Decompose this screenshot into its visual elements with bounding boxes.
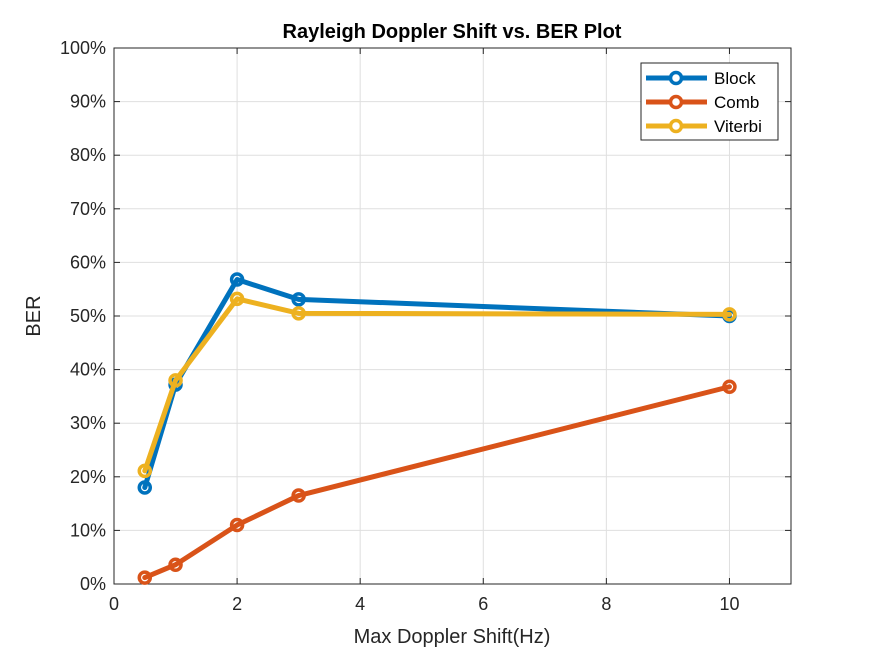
x-axis-label: Max Doppler Shift(Hz) xyxy=(354,626,551,648)
data-point-comb xyxy=(137,570,153,585)
series-line-comb xyxy=(142,384,732,581)
y-tick-label: 20% xyxy=(70,467,106,487)
legend: Block Comb Viterbi xyxy=(640,62,779,141)
y-tick-label: 30% xyxy=(70,413,106,433)
data-point-block xyxy=(229,272,245,287)
y-axis-label: BER xyxy=(23,295,45,336)
y-tick-label: 10% xyxy=(70,520,106,540)
legend-label: Block xyxy=(714,69,756,88)
series-line-viterbi xyxy=(142,296,732,474)
y-tick-label: 60% xyxy=(70,252,106,272)
chart-title: Rayleigh Doppler Shift vs. BER Plot xyxy=(283,21,622,43)
data-point-block xyxy=(291,292,306,307)
tick-labels: 0% 10% 20% 30% 40% 50% 60% 70% 80% 90% 100% 0 2 4 6 8 10 xyxy=(60,38,740,614)
x-tick-label: 0 xyxy=(109,594,119,614)
data-point-viterbi xyxy=(722,307,737,322)
y-tick-label: 100% xyxy=(60,38,106,58)
legend-label: Comb xyxy=(714,93,759,112)
y-tick-label: 90% xyxy=(70,92,106,112)
x-tick-label: 6 xyxy=(478,594,488,614)
series-group xyxy=(137,272,737,585)
y-tick-label: 40% xyxy=(70,360,106,380)
data-point-viterbi xyxy=(229,291,245,307)
legend-marker xyxy=(668,70,684,86)
data-point-comb xyxy=(291,488,306,503)
axes xyxy=(113,47,792,585)
x-tick-label: 8 xyxy=(601,594,611,614)
data-point-viterbi xyxy=(168,373,183,388)
legend-marker xyxy=(668,94,684,110)
y-tick-label: 70% xyxy=(70,199,106,219)
data-point-block xyxy=(137,480,153,495)
data-point-comb xyxy=(168,557,183,572)
x-tick-label: 4 xyxy=(355,594,365,614)
data-point-viterbi xyxy=(291,306,306,321)
y-tick-label: 80% xyxy=(70,145,106,165)
x-tick-label: 10 xyxy=(719,594,739,614)
y-tick-label: 0% xyxy=(80,574,106,594)
legend-label: Viterbi xyxy=(714,117,762,136)
x-tick-label: 2 xyxy=(232,594,242,614)
series-line-block xyxy=(142,277,732,491)
axes-box xyxy=(113,47,792,585)
data-point-comb xyxy=(229,517,245,533)
data-point-comb xyxy=(722,379,737,395)
legend-marker xyxy=(668,118,684,134)
y-tick-label: 50% xyxy=(70,306,106,326)
data-point-viterbi xyxy=(137,463,153,479)
